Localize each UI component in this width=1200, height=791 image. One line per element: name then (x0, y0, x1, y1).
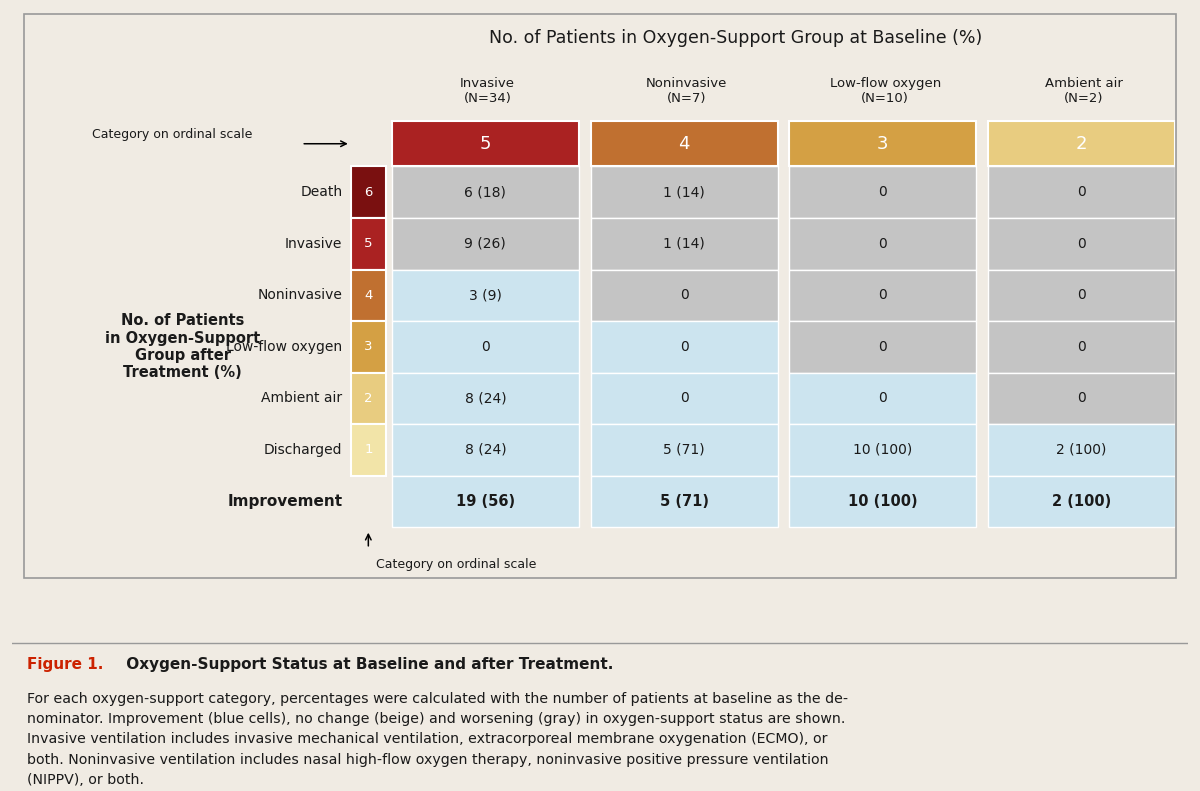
Bar (392, 166, 578, 218)
Text: 2 (100): 2 (100) (1052, 494, 1111, 509)
Text: 4: 4 (678, 134, 690, 153)
Bar (988, 373, 1175, 424)
Text: 6 (18): 6 (18) (464, 185, 506, 199)
Bar (790, 424, 977, 475)
Bar (790, 121, 977, 166)
Bar (392, 424, 578, 475)
Bar (590, 424, 778, 475)
Text: 1 (14): 1 (14) (664, 237, 704, 251)
Bar (790, 321, 977, 373)
Bar (350, 321, 386, 373)
Text: 19 (56): 19 (56) (456, 494, 515, 509)
Bar (590, 218, 778, 270)
Text: 8 (24): 8 (24) (464, 392, 506, 406)
Bar (392, 121, 578, 166)
Text: 6: 6 (364, 186, 372, 199)
Text: 5: 5 (364, 237, 372, 250)
Text: 1 (14): 1 (14) (664, 185, 704, 199)
Text: 10 (100): 10 (100) (853, 443, 912, 457)
Text: No. of Patients
in Oxygen-Support
Group after
Treatment (%): No. of Patients in Oxygen-Support Group … (104, 313, 260, 380)
Text: 3: 3 (877, 134, 888, 153)
Text: Low-flow oxygen
(N=10): Low-flow oxygen (N=10) (829, 78, 941, 105)
Bar (988, 218, 1175, 270)
Bar (790, 373, 977, 424)
Text: 0: 0 (1078, 340, 1086, 354)
Bar (590, 321, 778, 373)
Bar (350, 270, 386, 321)
Bar (590, 270, 778, 321)
Text: 1: 1 (364, 444, 372, 456)
Text: For each oxygen-support category, percentages were calculated with the number of: For each oxygen-support category, percen… (28, 692, 848, 786)
Text: 5: 5 (480, 134, 491, 153)
Text: 2 (100): 2 (100) (1056, 443, 1106, 457)
Text: 0: 0 (878, 237, 887, 251)
Bar (350, 373, 386, 424)
Bar (790, 270, 977, 321)
Text: 10 (100): 10 (100) (848, 494, 918, 509)
Text: 0: 0 (1078, 237, 1086, 251)
Bar (790, 166, 977, 218)
Bar (790, 218, 977, 270)
Text: 9 (26): 9 (26) (464, 237, 506, 251)
Text: 0: 0 (1078, 185, 1086, 199)
Text: 0: 0 (1078, 288, 1086, 302)
Text: Death: Death (300, 185, 342, 199)
Text: Ambient air: Ambient air (262, 392, 342, 406)
Bar (590, 166, 778, 218)
Text: Invasive
(N=34): Invasive (N=34) (460, 78, 515, 105)
Text: 0: 0 (481, 340, 490, 354)
Bar (24, 14, 1176, 577)
Bar (392, 218, 578, 270)
Text: Category on ordinal scale: Category on ordinal scale (92, 128, 252, 141)
Text: 5 (71): 5 (71) (660, 494, 708, 509)
Text: 4: 4 (364, 289, 372, 302)
Text: 5 (71): 5 (71) (664, 443, 704, 457)
Text: 0: 0 (878, 185, 887, 199)
Bar (988, 121, 1175, 166)
Text: Noninvasive: Noninvasive (258, 288, 342, 302)
Bar (392, 475, 578, 528)
Text: 0: 0 (1078, 392, 1086, 406)
Bar (392, 373, 578, 424)
Bar (988, 270, 1175, 321)
Bar (350, 424, 386, 475)
Text: 8 (24): 8 (24) (464, 443, 506, 457)
Bar (392, 321, 578, 373)
Bar (590, 475, 778, 528)
Text: Noninvasive
(N=7): Noninvasive (N=7) (646, 78, 727, 105)
Text: 0: 0 (679, 340, 689, 354)
Text: 0: 0 (878, 340, 887, 354)
Text: No. of Patients in Oxygen-Support Group at Baseline (%): No. of Patients in Oxygen-Support Group … (488, 28, 982, 47)
Text: 2: 2 (1076, 134, 1087, 153)
Bar (392, 270, 578, 321)
Bar (590, 121, 778, 166)
Text: 0: 0 (679, 288, 689, 302)
Text: Improvement: Improvement (227, 494, 342, 509)
Bar (590, 373, 778, 424)
Bar (988, 166, 1175, 218)
Bar (988, 321, 1175, 373)
Text: 3 (9): 3 (9) (469, 288, 502, 302)
Text: 3: 3 (364, 340, 372, 354)
Bar (350, 218, 386, 270)
Text: Low-flow oxygen: Low-flow oxygen (227, 340, 342, 354)
Text: Invasive: Invasive (286, 237, 342, 251)
Bar (988, 475, 1175, 528)
Bar (350, 166, 386, 218)
Text: 0: 0 (679, 392, 689, 406)
Text: Ambient air
(N=2): Ambient air (N=2) (1045, 78, 1123, 105)
Text: Oxygen-Support Status at Baseline and after Treatment.: Oxygen-Support Status at Baseline and af… (121, 657, 613, 672)
Text: 0: 0 (878, 392, 887, 406)
Bar (790, 475, 977, 528)
Text: Category on ordinal scale: Category on ordinal scale (377, 558, 536, 571)
Text: 2: 2 (364, 392, 372, 405)
Text: Figure 1.: Figure 1. (28, 657, 103, 672)
Text: Discharged: Discharged (264, 443, 342, 457)
Bar (988, 424, 1175, 475)
Text: 0: 0 (878, 288, 887, 302)
